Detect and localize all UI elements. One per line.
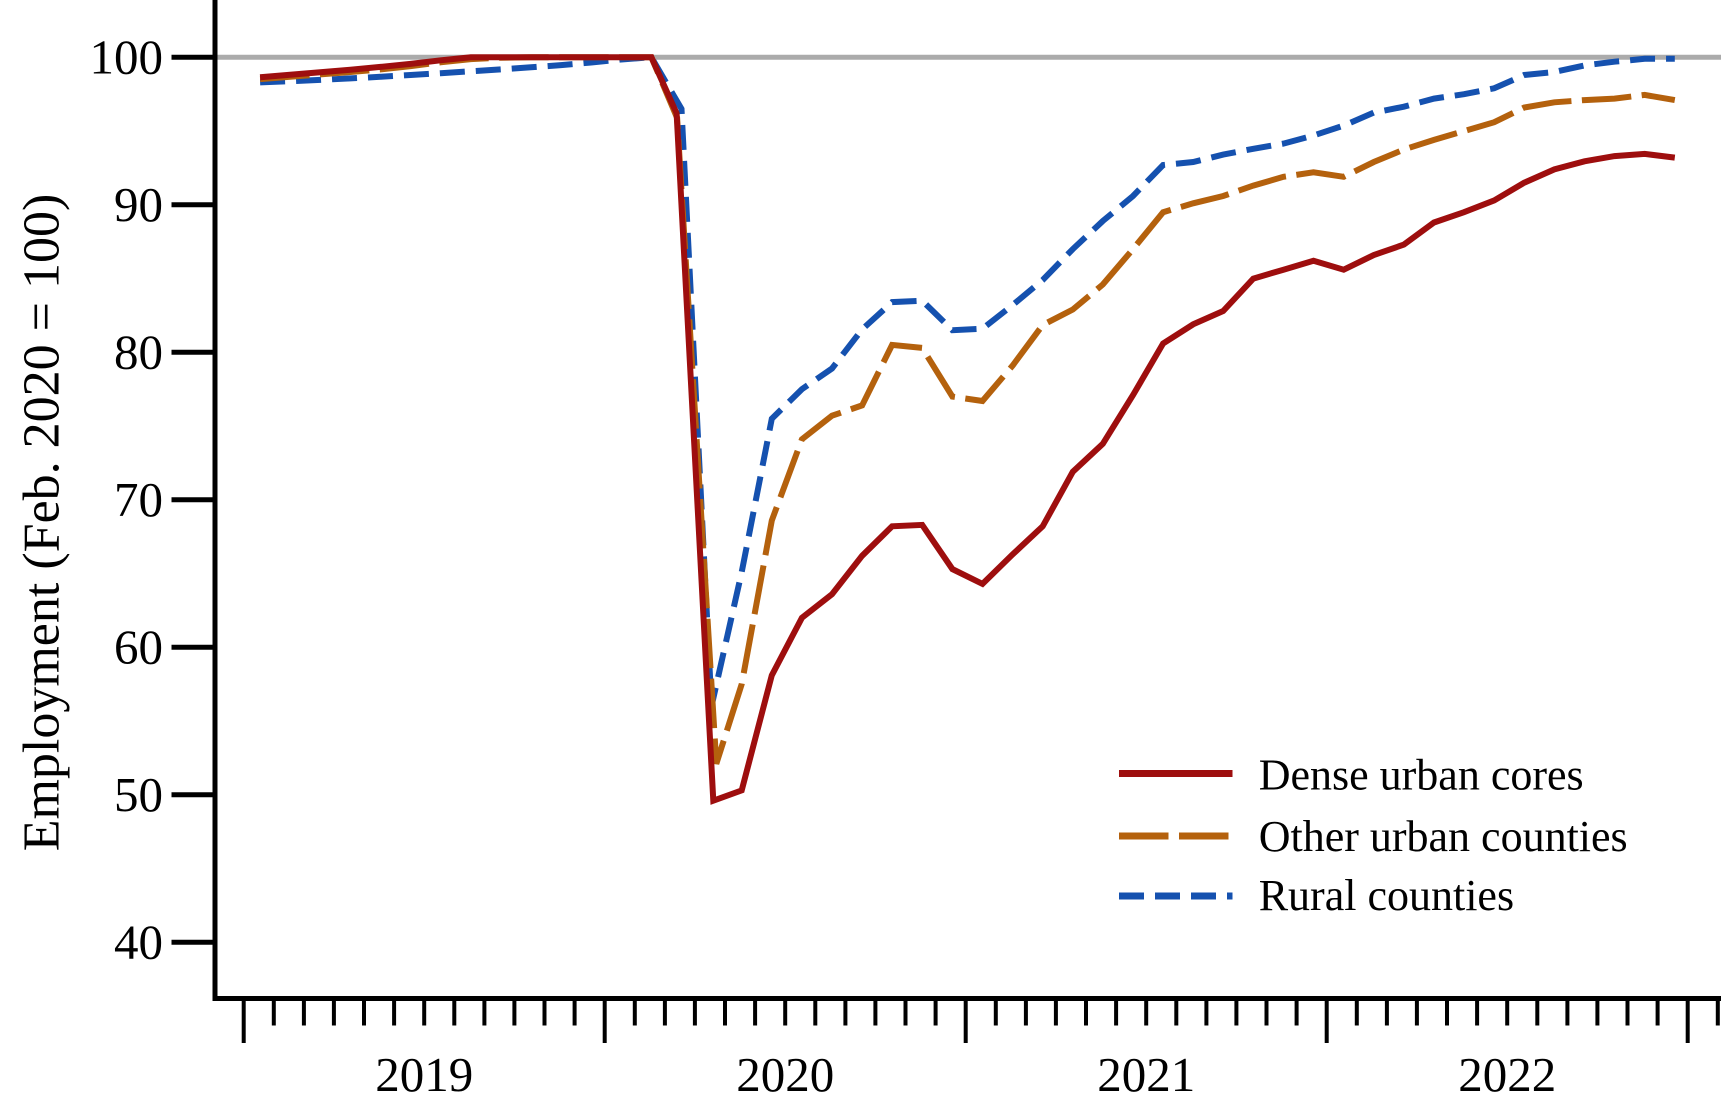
svg-text:100: 100 (90, 30, 164, 85)
svg-text:2022: 2022 (1458, 1047, 1556, 1092)
svg-text:2020: 2020 (736, 1047, 834, 1092)
svg-text:80: 80 (114, 325, 163, 380)
svg-text:90: 90 (114, 177, 163, 232)
svg-text:Dense urban cores: Dense urban cores (1259, 751, 1584, 800)
svg-text:50: 50 (114, 767, 163, 822)
svg-text:70: 70 (114, 472, 163, 527)
svg-text:Other urban counties: Other urban counties (1259, 812, 1628, 861)
svg-text:Rural counties: Rural counties (1259, 871, 1514, 920)
svg-text:2021: 2021 (1097, 1047, 1195, 1092)
svg-text:60: 60 (114, 620, 163, 675)
svg-text:40: 40 (114, 915, 163, 970)
svg-text:Employment (Feb. 2020 = 100): Employment (Feb. 2020 = 100) (14, 194, 71, 852)
svg-text:2019: 2019 (375, 1047, 473, 1092)
